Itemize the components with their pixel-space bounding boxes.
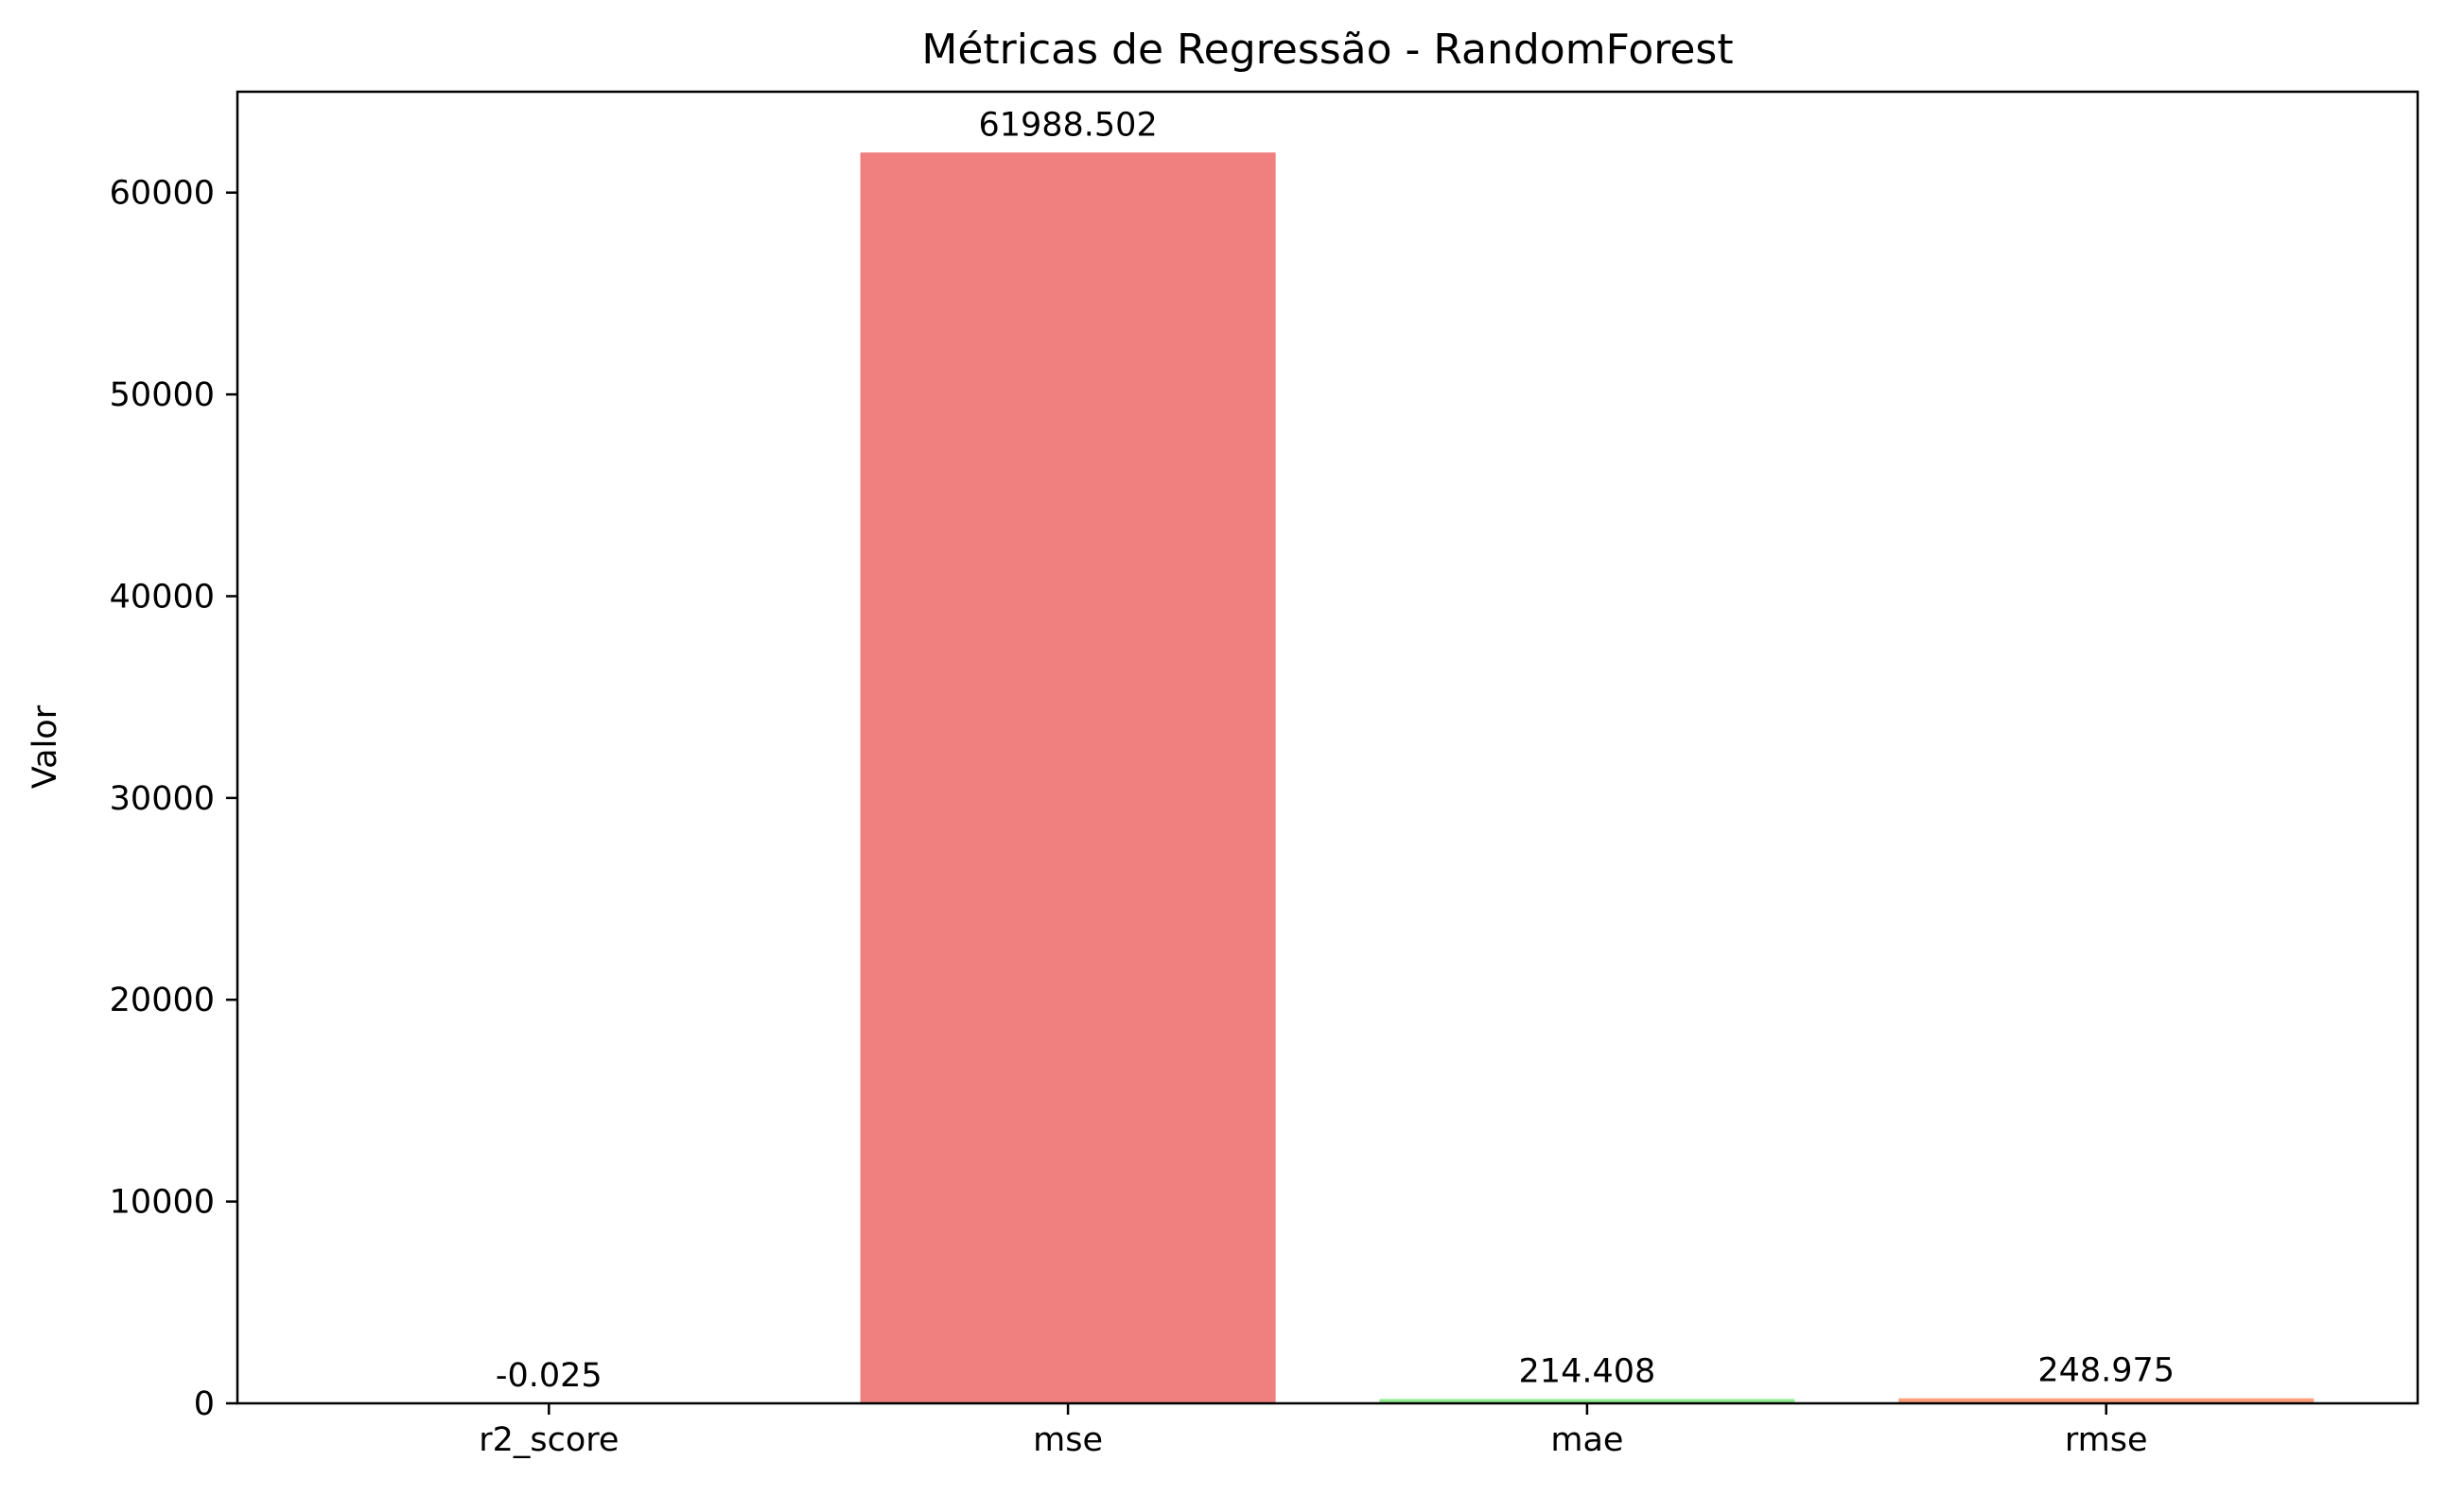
bar-mse [860, 152, 1276, 1403]
x-tick-label: rmse [2065, 1421, 2148, 1459]
plot-area [237, 92, 2418, 1403]
y-tick-label: 20000 [110, 982, 215, 1019]
x-tick-label: mae [1550, 1421, 1623, 1459]
bars-layer [860, 152, 2315, 1403]
x-tick-label: mse [1033, 1421, 1103, 1459]
chart-title: Métricas de Regressão - RandomForest [921, 26, 1733, 74]
plot-frame [236, 90, 2420, 1405]
y-tick-label: 60000 [110, 175, 215, 213]
x-axis-ticks: r2_score mse mae rmse [479, 1403, 2148, 1459]
data-label-mae: 214.408 [1519, 1352, 1656, 1390]
data-label-rmse: 248.975 [2037, 1352, 2175, 1390]
data-label-mse: 61988.502 [978, 106, 1157, 144]
y-tick-label: 30000 [110, 780, 215, 818]
data-labels-layer: -0.025 61988.502 214.408 248.975 [496, 106, 2175, 1395]
bar-mae [1379, 1399, 1795, 1403]
y-axis-ticks: 0 10000 20000 30000 40000 50000 60000 [110, 175, 237, 1423]
y-tick-label: 50000 [110, 376, 215, 414]
y-tick-label: 0 [194, 1385, 215, 1423]
y-tick-label: 10000 [110, 1184, 215, 1222]
y-axis-label: Valor [26, 705, 64, 789]
y-tick-label: 40000 [110, 578, 215, 616]
data-label-r2-score: -0.025 [496, 1357, 603, 1395]
bar-rmse [1898, 1398, 2315, 1403]
x-tick-label: r2_score [479, 1421, 619, 1459]
